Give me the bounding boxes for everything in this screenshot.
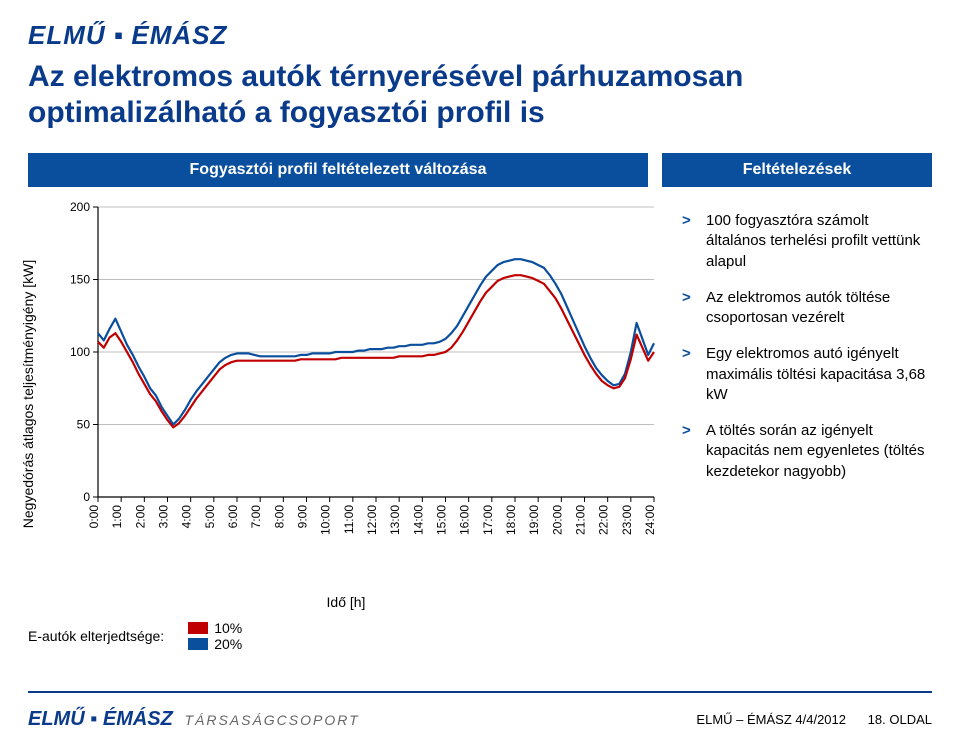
bullet-icon: >	[682, 344, 696, 405]
assumption-item: >Egy elektromos autó igényelt maximális …	[682, 344, 932, 405]
assumptions-list: >100 fogyasztóra számolt általános terhe…	[664, 197, 932, 590]
svg-text:13:00: 13:00	[388, 505, 402, 535]
svg-text:11:00: 11:00	[342, 505, 356, 534]
svg-text:20:00: 20:00	[550, 505, 564, 535]
assumption-text: Az elektromos autók töltése csoportosan …	[706, 288, 932, 329]
legend-item: 10%	[188, 620, 242, 636]
content-row: Negyedórás átlagos teljesítményigény [kW…	[28, 197, 932, 590]
legend-row: E-autók elterjedtsége: 10%20%	[28, 620, 932, 652]
header-bars: Fogyasztói profil feltételezett változás…	[28, 153, 932, 187]
svg-text:150: 150	[70, 273, 90, 287]
assumption-item: >A töltés során az igényelt kapacitás ne…	[682, 421, 932, 482]
svg-text:100: 100	[70, 345, 90, 359]
svg-text:9:00: 9:00	[296, 505, 310, 529]
bullet-icon: >	[682, 421, 696, 482]
svg-text:15:00: 15:00	[435, 505, 449, 535]
chart-header-bar: Fogyasztói profil feltételezett változás…	[28, 153, 648, 187]
x-axis-label: Idő [h]	[28, 594, 664, 610]
svg-text:18:00: 18:00	[504, 505, 518, 535]
logo-sep: ▪	[114, 20, 123, 50]
y-axis-label: Negyedórás átlagos teljesítményigény [kW…	[20, 259, 36, 527]
logo-top: ELMŰ ▪ ÉMÁSZ	[28, 20, 932, 51]
footer-logo-main: ELMŰ ▪ ÉMÁSZ	[28, 708, 173, 730]
svg-text:16:00: 16:00	[458, 505, 472, 535]
assumption-text: 100 fogyasztóra számolt általános terhel…	[706, 211, 932, 272]
svg-text:23:00: 23:00	[620, 505, 634, 535]
svg-text:2:00: 2:00	[133, 505, 147, 529]
legend-item: 20%	[188, 636, 242, 652]
footer-logo-group: TÁRSASÁGCSOPORT	[184, 712, 359, 728]
assumption-text: Egy elektromos autó igényelt maximális t…	[706, 344, 932, 405]
svg-text:10:00: 10:00	[319, 505, 333, 535]
logo-part1: ELMŰ	[28, 20, 106, 50]
legend-swatch	[188, 638, 208, 650]
logo-part2: ÉMÁSZ	[131, 20, 227, 50]
svg-text:1:00: 1:00	[110, 505, 124, 529]
svg-text:50: 50	[77, 418, 91, 432]
svg-text:4:00: 4:00	[180, 505, 194, 529]
svg-text:22:00: 22:00	[597, 505, 611, 535]
assumptions-header-bar: Feltételezések	[662, 153, 932, 187]
page: ELMŰ ▪ ÉMÁSZ Az elektromos autók térnyer…	[0, 0, 960, 747]
legend-label: E-autók elterjedtsége:	[28, 628, 164, 644]
svg-text:200: 200	[70, 200, 90, 214]
ylabel-wrap: Negyedórás átlagos teljesítményigény [kW…	[28, 197, 54, 590]
legend-text: 20%	[214, 636, 242, 652]
series-10%	[98, 275, 654, 427]
svg-text:6:00: 6:00	[226, 505, 240, 529]
svg-text:8:00: 8:00	[272, 505, 286, 529]
svg-text:19:00: 19:00	[527, 505, 541, 535]
svg-text:7:00: 7:00	[249, 505, 263, 529]
footer-divider	[28, 691, 932, 693]
svg-text:14:00: 14:00	[411, 505, 425, 535]
svg-text:12:00: 12:00	[365, 505, 379, 535]
page-title: Az elektromos autók térnyerésével párhuz…	[28, 59, 932, 131]
footer-logo: ELMŰ ▪ ÉMÁSZ TÁRSASÁGCSOPORT	[28, 708, 360, 731]
assumption-item: >100 fogyasztóra számolt általános terhe…	[682, 211, 932, 272]
assumption-item: >Az elektromos autók töltése csoportosan…	[682, 288, 932, 329]
svg-text:0: 0	[83, 490, 90, 504]
chart-area: Negyedórás átlagos teljesítményigény [kW…	[28, 197, 664, 590]
chart-svg-holder: 0 50 100 150 200 0:00 1:00 2:00 3:00 4:00 5:00 6:00…	[54, 197, 664, 590]
svg-text:21:00: 21:00	[574, 505, 588, 535]
assumption-text: A töltés során az igényelt kapacitás nem…	[706, 421, 932, 482]
legend-swatch	[188, 622, 208, 634]
svg-text:5:00: 5:00	[203, 505, 217, 529]
footer: ELMŰ ▪ ÉMÁSZ TÁRSASÁGCSOPORT ELMŰ – ÉMÁS…	[28, 708, 932, 731]
line-chart: 0 50 100 150 200 0:00 1:00 2:00 3:00 4:00 5:00 6:00…	[54, 197, 664, 585]
svg-text:24:00: 24:00	[643, 505, 657, 535]
bullet-icon: >	[682, 211, 696, 272]
footer-meta: ELMŰ – ÉMÁSZ 4/4/2012 18. OLDAL	[696, 712, 932, 727]
svg-text:0:00: 0:00	[87, 505, 101, 529]
bullet-icon: >	[682, 288, 696, 329]
legend-text: 10%	[214, 620, 242, 636]
svg-text:3:00: 3:00	[157, 505, 171, 529]
svg-text:17:00: 17:00	[481, 505, 495, 535]
series-20%	[98, 259, 654, 424]
